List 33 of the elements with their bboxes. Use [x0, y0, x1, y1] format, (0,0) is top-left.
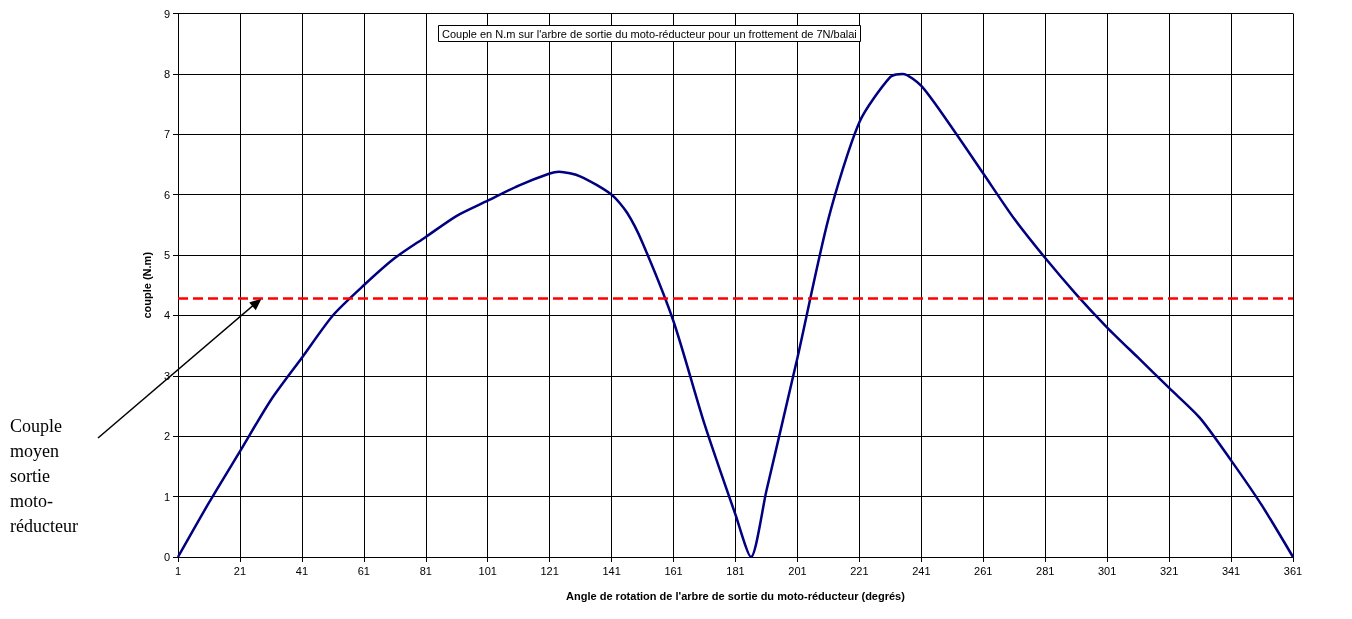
x-axis-title: Angle de rotation de l'arbre de sortie du moto-réducteur (degrés) — [566, 589, 906, 602]
x-tick-label: 261 — [974, 564, 993, 577]
x-tick-label: 41 — [295, 564, 309, 577]
y-tick-label: 1 — [163, 490, 170, 503]
x-tick-label: 121 — [540, 564, 559, 577]
y-tick-label: 7 — [163, 128, 170, 141]
x-tick-label: 221 — [850, 564, 869, 577]
x-tick-label: 1 — [174, 564, 182, 577]
text: Couple en N.m sur l'arbre de sortie du moto-réducteur pour un frottement de 7N/balai — [442, 27, 857, 40]
x-tick-label: 21 — [233, 564, 247, 577]
x-tick-label: 81 — [419, 564, 432, 577]
x-tick-label: 361 — [1283, 564, 1303, 577]
y-tick-label: 4 — [163, 309, 170, 322]
x-tick-label: 301 — [1097, 564, 1117, 577]
x-tick-label: 281 — [1036, 564, 1055, 577]
x-tick-label: 61 — [357, 564, 370, 577]
x-tick-label: 141 — [602, 564, 621, 577]
y-tick-label: 5 — [163, 249, 170, 262]
x-tick-label: 101 — [478, 564, 497, 577]
line-series — [176, 72, 1295, 559]
x-tick-label: 321 — [1159, 564, 1179, 577]
x-tick-label: 181 — [726, 564, 745, 577]
y-tick-label: 2 — [163, 430, 170, 443]
x-tick-label: 241 — [912, 564, 931, 577]
y-tick-label: 9 — [163, 7, 170, 20]
y-axis-title: couple (N.m) — [141, 251, 154, 319]
x-tick-label: 161 — [664, 564, 683, 577]
y-tick-label: 0 — [163, 551, 170, 563]
x-tick-label: 341 — [1221, 564, 1241, 577]
y-tick-label: 8 — [163, 67, 170, 80]
y-tick-label: 6 — [163, 188, 170, 201]
annotation: Couple moyen sortie moto-réducteur — [10, 415, 78, 536]
x-tick-label: 201 — [788, 564, 807, 577]
